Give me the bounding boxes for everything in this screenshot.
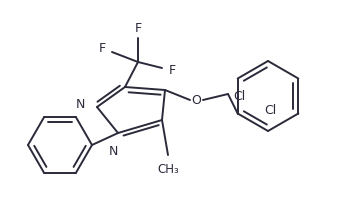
Text: Cl: Cl [264,104,276,117]
Text: N: N [76,99,85,112]
Text: F: F [135,21,142,35]
Text: O: O [191,93,201,106]
Text: F: F [169,64,176,77]
Text: Cl: Cl [233,91,246,103]
Text: N: N [108,145,118,158]
Text: F: F [99,42,106,54]
Text: CH₃: CH₃ [157,163,179,176]
